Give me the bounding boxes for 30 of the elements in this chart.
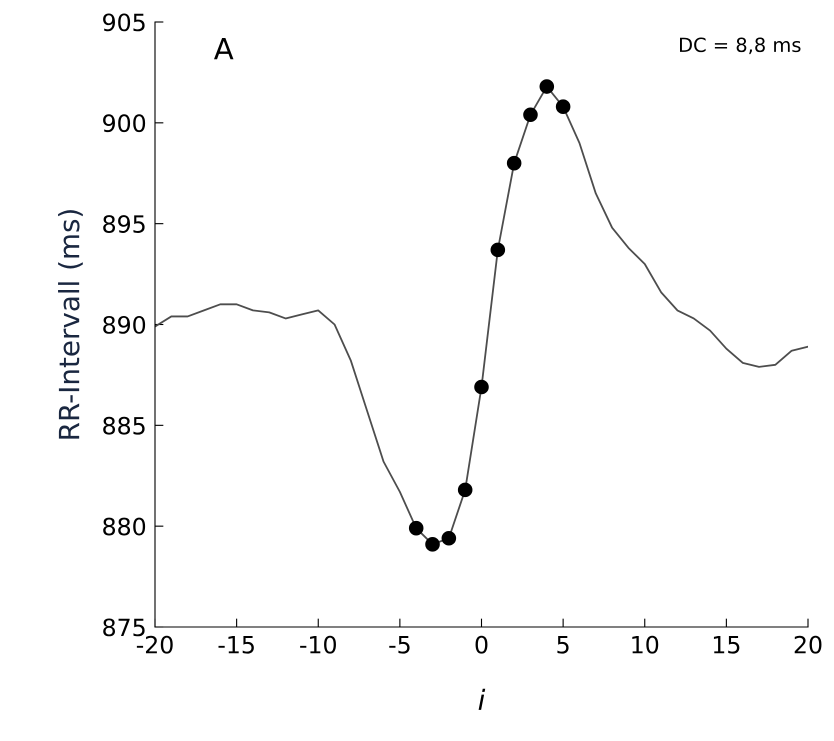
y-tick-label: 900 <box>103 114 146 132</box>
x-tick-label: -10 <box>300 636 336 654</box>
point <box>474 380 489 394</box>
point <box>442 530 456 546</box>
x-tick-label: -20 <box>136 636 173 654</box>
point <box>540 79 554 94</box>
point <box>523 107 538 122</box>
y-axis-title: RR-Intervall (ms) <box>58 210 83 439</box>
x-tick-label: -5 <box>389 636 410 654</box>
x-tick-label: 0 <box>476 636 488 654</box>
point <box>425 537 440 552</box>
y-tick-label: 890 <box>103 316 146 334</box>
x-tick-label: 5 <box>557 636 569 654</box>
y-tick-label: 905 <box>103 13 145 32</box>
point <box>458 482 472 498</box>
y-tick-label: 880 <box>103 518 146 536</box>
x-axis-title: i <box>478 688 486 710</box>
x-tick-label: 10 <box>632 636 658 654</box>
point <box>408 520 424 536</box>
annotation: A <box>214 38 234 60</box>
x-tick-label: 20 <box>794 636 822 654</box>
point <box>506 156 522 170</box>
x-tick-label: 15 <box>714 636 740 654</box>
x-tick-label: -15 <box>218 636 254 654</box>
y-tick-label: 885 <box>103 416 145 435</box>
y-tick-label: 895 <box>103 215 145 233</box>
y-tick-label: 875 <box>103 618 145 636</box>
point <box>490 242 506 258</box>
annotation: DC = 8,8 ms <box>680 37 801 54</box>
point <box>556 99 570 114</box>
